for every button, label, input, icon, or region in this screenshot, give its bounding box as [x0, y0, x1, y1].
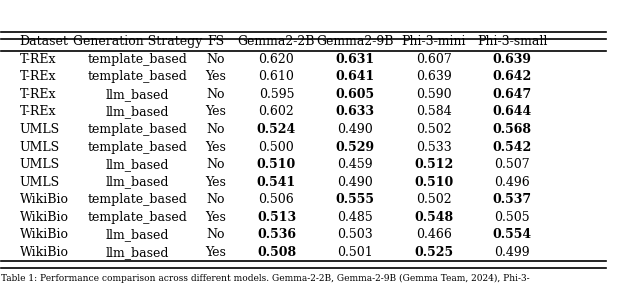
- Text: template_based: template_based: [88, 193, 188, 206]
- Text: 0.647: 0.647: [493, 88, 532, 101]
- Text: template_based: template_based: [88, 140, 188, 154]
- Text: 0.501: 0.501: [337, 246, 373, 259]
- Text: 0.510: 0.510: [414, 176, 453, 188]
- Text: 0.548: 0.548: [414, 211, 453, 224]
- Text: 0.485: 0.485: [337, 211, 373, 224]
- Text: 0.490: 0.490: [337, 176, 373, 188]
- Text: 0.633: 0.633: [335, 106, 374, 118]
- Text: 0.595: 0.595: [259, 88, 294, 101]
- Text: 0.513: 0.513: [257, 211, 296, 224]
- Text: 0.508: 0.508: [257, 246, 296, 259]
- Text: T-REx: T-REx: [20, 70, 56, 83]
- Text: 0.533: 0.533: [416, 140, 452, 154]
- Text: 0.541: 0.541: [257, 176, 296, 188]
- Text: 0.502: 0.502: [416, 123, 451, 136]
- Text: T-REx: T-REx: [20, 88, 56, 101]
- Text: Gemma2-2B: Gemma2-2B: [237, 35, 316, 48]
- Text: 0.602: 0.602: [259, 106, 294, 118]
- Text: 0.500: 0.500: [259, 140, 294, 154]
- Text: 0.584: 0.584: [416, 106, 452, 118]
- Text: WikiBio: WikiBio: [20, 211, 68, 224]
- Text: template_based: template_based: [88, 53, 188, 66]
- Text: 0.644: 0.644: [493, 106, 532, 118]
- Text: Yes: Yes: [205, 106, 227, 118]
- Text: WikiBio: WikiBio: [20, 246, 68, 259]
- Text: 0.542: 0.542: [493, 140, 532, 154]
- Text: 0.505: 0.505: [495, 211, 530, 224]
- Text: No: No: [207, 228, 225, 241]
- Text: UMLS: UMLS: [20, 140, 60, 154]
- Text: Gemma2-9B: Gemma2-9B: [316, 35, 394, 48]
- Text: template_based: template_based: [88, 211, 188, 224]
- Text: 0.510: 0.510: [257, 158, 296, 171]
- Text: 0.605: 0.605: [335, 88, 374, 101]
- Text: 0.554: 0.554: [493, 228, 532, 241]
- Text: Yes: Yes: [205, 70, 227, 83]
- Text: llm_based: llm_based: [106, 88, 169, 101]
- Text: 0.641: 0.641: [335, 70, 374, 83]
- Text: 0.496: 0.496: [494, 176, 530, 188]
- Text: Dataset: Dataset: [20, 35, 68, 48]
- Text: 0.524: 0.524: [257, 123, 296, 136]
- Text: 0.490: 0.490: [337, 123, 373, 136]
- Text: FS: FS: [207, 35, 225, 48]
- Text: No: No: [207, 88, 225, 101]
- Text: 0.555: 0.555: [335, 193, 374, 206]
- Text: llm_based: llm_based: [106, 176, 169, 188]
- Text: 0.499: 0.499: [495, 246, 530, 259]
- Text: llm_based: llm_based: [106, 228, 169, 241]
- Text: 0.529: 0.529: [335, 140, 374, 154]
- Text: WikiBio: WikiBio: [20, 228, 68, 241]
- Text: 0.639: 0.639: [493, 53, 532, 66]
- Text: Yes: Yes: [205, 211, 227, 224]
- Text: No: No: [207, 193, 225, 206]
- Text: 0.503: 0.503: [337, 228, 373, 241]
- Text: 0.459: 0.459: [337, 158, 373, 171]
- Text: UMLS: UMLS: [20, 123, 60, 136]
- Text: 0.507: 0.507: [495, 158, 530, 171]
- Text: 0.512: 0.512: [414, 158, 453, 171]
- Text: 0.536: 0.536: [257, 228, 296, 241]
- Text: Table 1: Performance comparison across different models. Gemma-2-2B, Gemma-2-9B : Table 1: Performance comparison across d…: [1, 274, 530, 283]
- Text: llm_based: llm_based: [106, 106, 169, 118]
- Text: Yes: Yes: [205, 140, 227, 154]
- Text: WikiBio: WikiBio: [20, 193, 68, 206]
- Text: 0.590: 0.590: [416, 88, 451, 101]
- Text: template_based: template_based: [88, 70, 188, 83]
- Text: template_based: template_based: [88, 123, 188, 136]
- Text: 0.642: 0.642: [493, 70, 532, 83]
- Text: llm_based: llm_based: [106, 246, 169, 259]
- Text: Phi-3-small: Phi-3-small: [477, 35, 547, 48]
- Text: Phi-3-mini: Phi-3-mini: [401, 35, 466, 48]
- Text: No: No: [207, 53, 225, 66]
- Text: 0.620: 0.620: [259, 53, 294, 66]
- Text: llm_based: llm_based: [106, 158, 169, 171]
- Text: Yes: Yes: [205, 176, 227, 188]
- Text: 0.631: 0.631: [335, 53, 374, 66]
- Text: 0.525: 0.525: [414, 246, 453, 259]
- Text: 0.502: 0.502: [416, 193, 451, 206]
- Text: 0.537: 0.537: [493, 193, 532, 206]
- Text: UMLS: UMLS: [20, 176, 60, 188]
- Text: 0.639: 0.639: [416, 70, 452, 83]
- Text: 0.506: 0.506: [259, 193, 294, 206]
- Text: T-REx: T-REx: [20, 106, 56, 118]
- Text: Generation Strategy: Generation Strategy: [73, 35, 202, 48]
- Text: No: No: [207, 158, 225, 171]
- Text: 0.607: 0.607: [416, 53, 452, 66]
- Text: 0.610: 0.610: [259, 70, 294, 83]
- Text: Yes: Yes: [205, 246, 227, 259]
- Text: 0.466: 0.466: [416, 228, 452, 241]
- Text: UMLS: UMLS: [20, 158, 60, 171]
- Text: No: No: [207, 123, 225, 136]
- Text: 0.568: 0.568: [493, 123, 532, 136]
- Text: T-REx: T-REx: [20, 53, 56, 66]
